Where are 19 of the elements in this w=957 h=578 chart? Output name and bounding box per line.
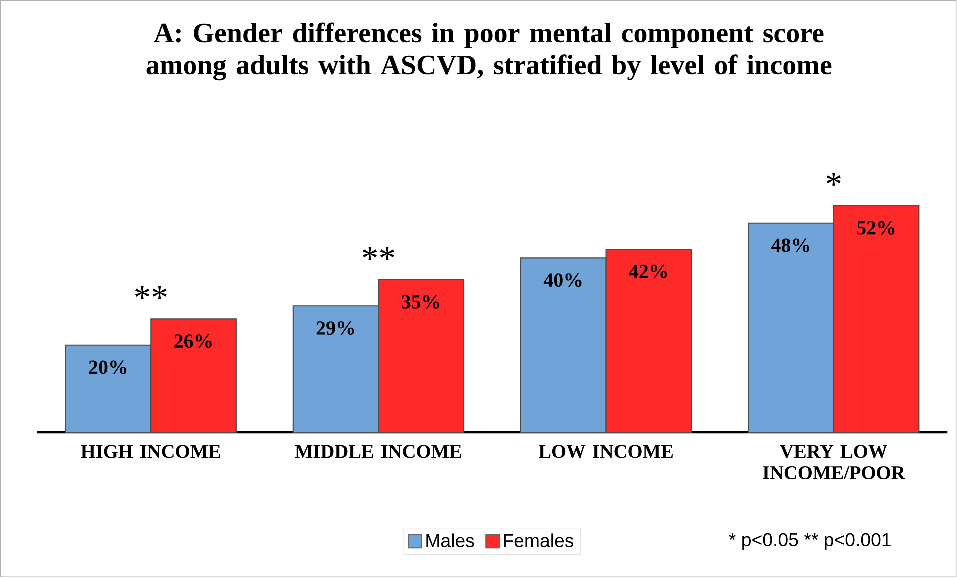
annotation: * bbox=[826, 173, 841, 186]
legend-label: Females bbox=[504, 534, 574, 548]
data-label: 35% bbox=[402, 295, 440, 310]
x-tick-label: HIGH INCOME bbox=[81, 445, 220, 458]
data-label: 42% bbox=[629, 264, 668, 279]
chart-title: A: Gender differences in poor mental component score among adults with ASCVD, stratified by level of income bbox=[146, 22, 832, 81]
x-tick-label: MIDDLE INCOME bbox=[295, 445, 462, 458]
data-label: 48% bbox=[772, 238, 810, 252]
x-tick-label: VERY LOW INCOME/POOR bbox=[763, 445, 906, 480]
annotation: ** bbox=[363, 247, 394, 260]
data-label: 52% bbox=[857, 221, 895, 235]
data-label: 29% bbox=[316, 322, 354, 336]
legend-label: Males bbox=[426, 534, 474, 548]
text: * p<0.05 ** p<0.001 bbox=[729, 533, 891, 550]
annotation: ** bbox=[135, 286, 167, 300]
data-label: 26% bbox=[174, 334, 212, 348]
x-tick-label: LOW INCOME bbox=[538, 445, 673, 458]
data-label: 20% bbox=[89, 360, 127, 374]
data-label: 40% bbox=[544, 274, 582, 288]
